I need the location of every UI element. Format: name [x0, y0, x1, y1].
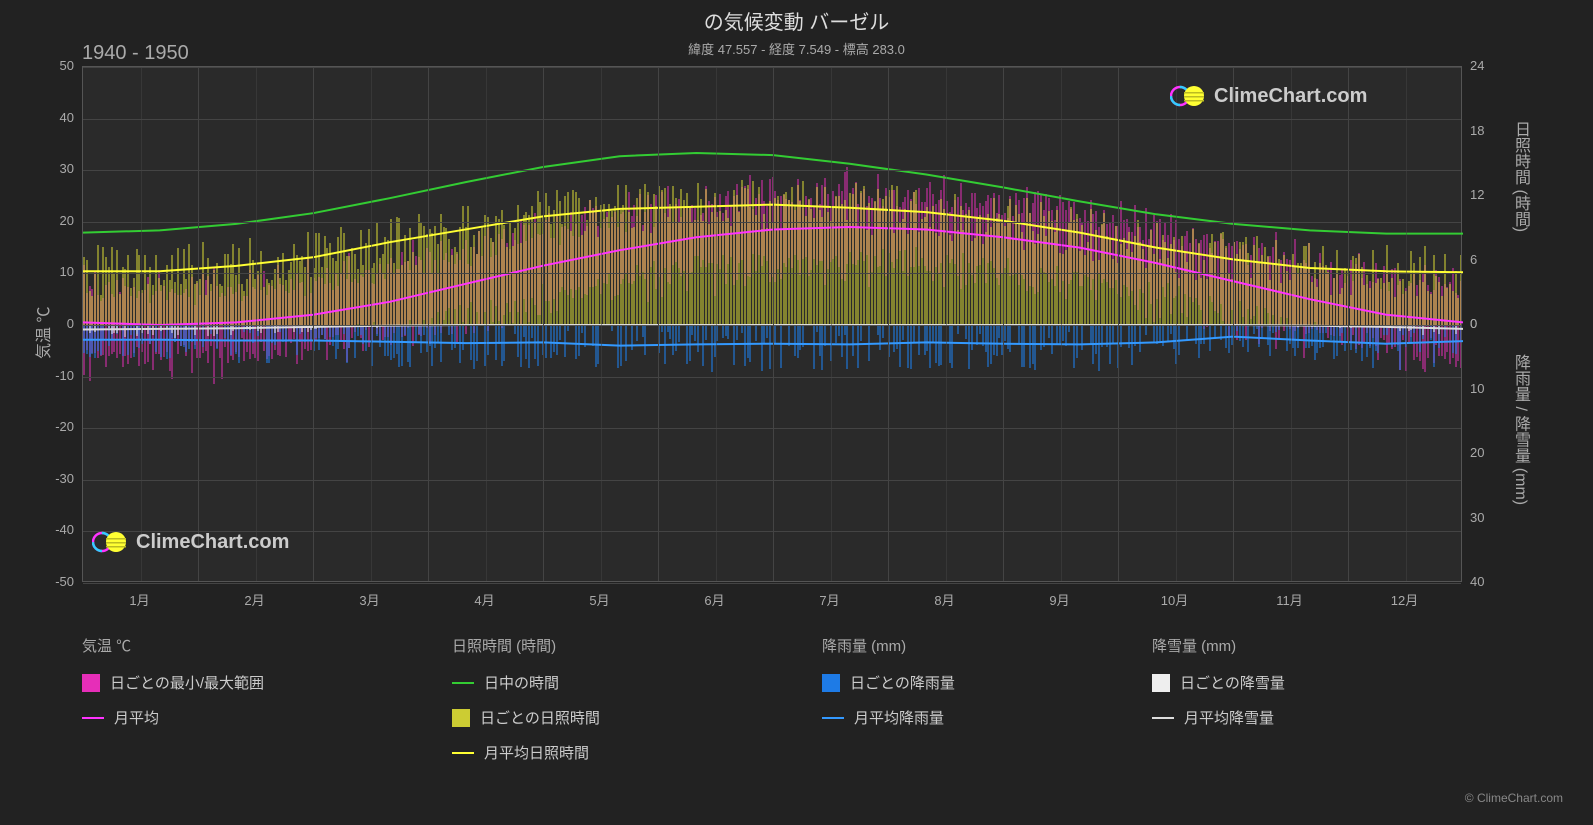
x-tick-label: 9月: [1049, 590, 1069, 609]
x-tick-label: 10月: [1161, 590, 1188, 609]
legend-swatch-icon: [452, 709, 470, 727]
chart-subtitle: 緯度 47.557 - 経度 7.549 - 標高 283.0: [0, 35, 1593, 58]
legend-header: 降雨量 (mm): [822, 635, 1132, 656]
legend: 気温 ℃ 日ごとの最小/最大範囲月平均 日照時間 (時間) 日中の時間日ごとの日照時間…: [82, 635, 1462, 763]
x-tick-label: 1月: [129, 590, 149, 609]
legend-label: 日ごとの降雨量: [850, 672, 955, 693]
legend-line-icon: [82, 717, 104, 719]
y-right-bottom-tick-label: 0: [1470, 316, 1510, 331]
y-right-top-tick-label: 6: [1470, 252, 1510, 267]
legend-label: 月平均降雪量: [1184, 707, 1274, 728]
y-axis-right-title-top: 日照時間 (時間): [1508, 121, 1532, 232]
legend-label: 日ごとの最小/最大範囲: [110, 672, 264, 693]
y-right-bottom-tick-label: 20: [1470, 445, 1510, 460]
watermark-text: ClimeChart.com: [136, 531, 289, 554]
credit-label: © ClimeChart.com: [1465, 791, 1563, 805]
y-axis-left-title: 気温 ℃: [30, 307, 54, 359]
legend-item: 月平均降雨量: [822, 707, 1132, 728]
legend-header: 日照時間 (時間): [452, 635, 802, 656]
y-right-top-tick-label: 18: [1470, 123, 1510, 138]
legend-column: 降雪量 (mm) 日ごとの降雪量月平均降雪量: [1152, 635, 1462, 763]
title-block: の気候変動 バーゼル 緯度 47.557 - 経度 7.549 - 標高 283…: [0, 0, 1593, 58]
year-range-label: 1940 - 1950: [82, 42, 189, 65]
y-right-bottom-tick-label: 40: [1470, 574, 1510, 589]
legend-label: 月平均日照時間: [484, 742, 589, 763]
legend-item: 日ごとの最小/最大範囲: [82, 672, 432, 693]
y-left-tick-label: 20: [34, 213, 74, 228]
x-tick-label: 7月: [819, 590, 839, 609]
x-tick-label: 6月: [704, 590, 724, 609]
y-left-tick-label: 30: [34, 161, 74, 176]
y-left-tick-label: -20: [34, 419, 74, 434]
x-tick-label: 2月: [244, 590, 264, 609]
legend-label: 月平均降雨量: [854, 707, 944, 728]
legend-line-icon: [822, 717, 844, 719]
y-left-tick-label: 10: [34, 264, 74, 279]
logo-icon: [92, 530, 128, 554]
x-tick-label: 5月: [589, 590, 609, 609]
legend-line-icon: [452, 752, 474, 754]
legend-item: 日ごとの降雪量: [1152, 672, 1462, 693]
legend-swatch-icon: [822, 674, 840, 692]
x-tick-label: 12月: [1391, 590, 1418, 609]
legend-item: 日中の時間: [452, 672, 802, 693]
legend-label: 月平均: [114, 707, 159, 728]
legend-header: 気温 ℃: [82, 635, 432, 656]
logo-icon: [1170, 84, 1206, 108]
x-tick-label: 8月: [934, 590, 954, 609]
watermark: ClimeChart.com: [1170, 84, 1367, 108]
legend-line-icon: [1152, 717, 1174, 719]
legend-item: 日ごとの日照時間: [452, 707, 802, 728]
y-right-bottom-tick-label: 30: [1470, 510, 1510, 525]
legend-item: 月平均降雪量: [1152, 707, 1462, 728]
legend-header: 降雪量 (mm): [1152, 635, 1462, 656]
y-right-top-tick-label: 12: [1470, 187, 1510, 202]
y-left-tick-label: -10: [34, 368, 74, 383]
legend-label: 日中の時間: [484, 672, 559, 693]
y-axis-right-title-bottom: 降雨量 / 降雪量 (mm): [1508, 354, 1532, 505]
y-left-tick-label: 40: [34, 110, 74, 125]
legend-item: 月平均: [82, 707, 432, 728]
y-left-tick-label: 50: [34, 58, 74, 73]
chart-title: の気候変動 バーゼル: [0, 0, 1593, 35]
x-tick-label: 4月: [474, 590, 494, 609]
x-tick-label: 3月: [359, 590, 379, 609]
legend-item: 日ごとの降雨量: [822, 672, 1132, 693]
legend-item: 月平均日照時間: [452, 742, 802, 763]
legend-line-icon: [452, 682, 474, 684]
y-left-tick-label: -50: [34, 574, 74, 589]
legend-column: 気温 ℃ 日ごとの最小/最大範囲月平均: [82, 635, 432, 763]
daily-bar-layer: [83, 67, 1461, 581]
legend-swatch-icon: [1152, 674, 1170, 692]
plot-area: [82, 66, 1462, 582]
legend-label: 日ごとの日照時間: [480, 707, 600, 728]
legend-column: 日照時間 (時間) 日中の時間日ごとの日照時間月平均日照時間: [452, 635, 802, 763]
y-left-tick-label: -40: [34, 522, 74, 537]
legend-swatch-icon: [82, 674, 100, 692]
climate-chart: の気候変動 バーゼル 緯度 47.557 - 経度 7.549 - 標高 283…: [0, 0, 1593, 825]
legend-label: 日ごとの降雪量: [1180, 672, 1285, 693]
y-left-tick-label: -30: [34, 471, 74, 486]
y-right-bottom-tick-label: 10: [1470, 381, 1510, 396]
watermark-text: ClimeChart.com: [1214, 85, 1367, 108]
y-right-top-tick-label: 24: [1470, 58, 1510, 73]
x-tick-label: 11月: [1276, 590, 1303, 609]
watermark: ClimeChart.com: [92, 530, 289, 554]
legend-column: 降雨量 (mm) 日ごとの降雨量月平均降雨量: [822, 635, 1132, 763]
